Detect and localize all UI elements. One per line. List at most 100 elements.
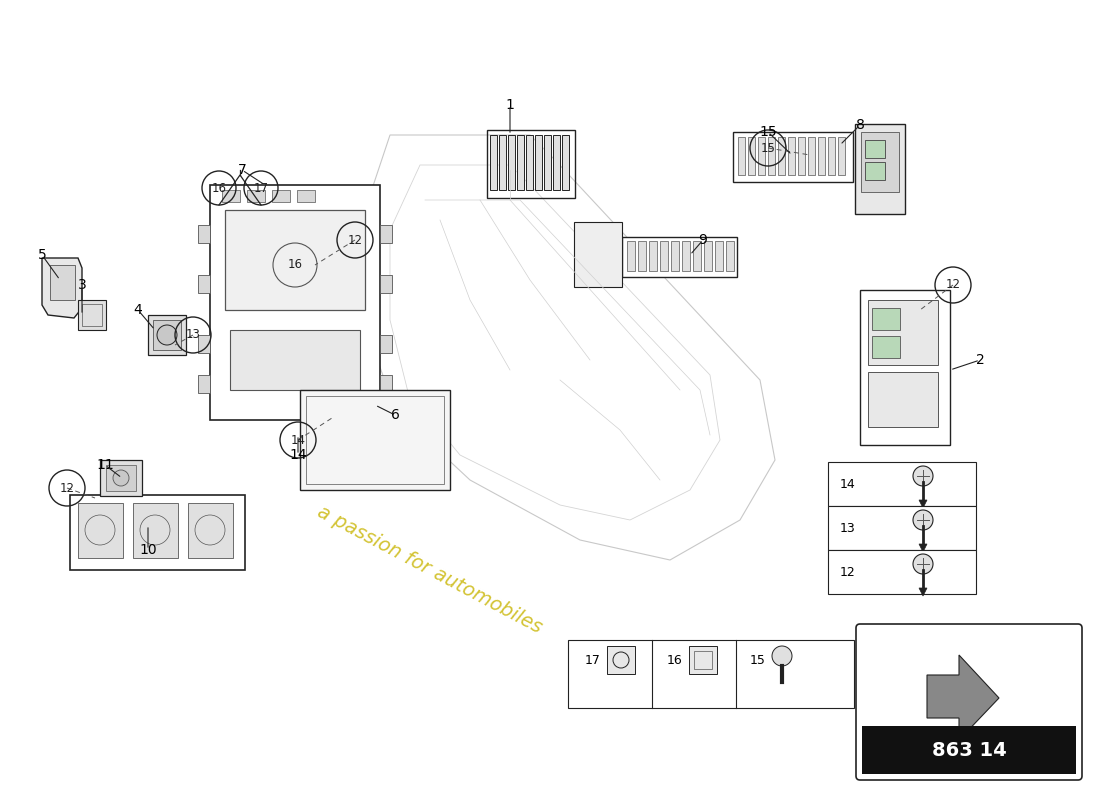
Bar — [230, 330, 360, 390]
Bar — [226, 210, 365, 310]
Polygon shape — [927, 655, 999, 740]
Bar — [78, 300, 106, 330]
Bar — [106, 465, 136, 491]
Text: 15: 15 — [760, 142, 775, 154]
Text: 14: 14 — [840, 478, 856, 490]
Bar — [649, 241, 657, 271]
Bar — [210, 185, 380, 420]
Bar — [738, 137, 745, 175]
Bar — [148, 315, 186, 355]
Bar — [379, 375, 392, 393]
Bar — [297, 190, 315, 202]
Text: 14: 14 — [289, 448, 307, 462]
Bar — [748, 137, 755, 175]
Bar — [188, 503, 233, 558]
Bar — [828, 550, 976, 594]
Bar — [694, 651, 712, 669]
Text: 11: 11 — [96, 458, 114, 472]
Bar — [198, 335, 210, 353]
Bar — [855, 124, 905, 214]
Polygon shape — [918, 544, 927, 552]
Bar — [862, 726, 1076, 774]
Bar — [306, 396, 444, 484]
Bar — [198, 375, 210, 393]
Text: 8: 8 — [856, 118, 865, 132]
Bar — [487, 130, 575, 198]
Bar — [607, 646, 635, 674]
Bar — [838, 137, 845, 175]
Bar — [868, 372, 938, 427]
Bar — [300, 390, 450, 490]
Text: 14: 14 — [290, 434, 306, 446]
Text: 12: 12 — [348, 234, 363, 246]
Text: 17: 17 — [585, 654, 601, 666]
Bar — [198, 225, 210, 243]
Text: 12: 12 — [840, 566, 856, 578]
Text: 15: 15 — [759, 125, 777, 139]
Bar — [562, 135, 569, 190]
Bar — [808, 137, 815, 175]
Bar — [798, 137, 805, 175]
Bar — [535, 135, 542, 190]
Text: 4: 4 — [133, 303, 142, 317]
Bar — [82, 304, 102, 326]
Bar — [660, 241, 668, 271]
Bar — [574, 222, 622, 287]
Bar — [499, 135, 506, 190]
Text: 2: 2 — [976, 353, 984, 367]
Bar — [693, 241, 701, 271]
Text: 7: 7 — [238, 163, 246, 177]
Polygon shape — [42, 258, 82, 318]
Bar — [861, 132, 899, 192]
Bar — [153, 320, 182, 350]
Circle shape — [913, 554, 933, 574]
Bar — [248, 190, 265, 202]
Circle shape — [772, 646, 792, 666]
Polygon shape — [918, 500, 927, 508]
Text: 13: 13 — [840, 522, 856, 534]
Bar — [100, 460, 142, 496]
Bar — [671, 241, 679, 271]
Text: 9: 9 — [698, 233, 707, 247]
Bar — [872, 336, 900, 358]
Bar — [768, 137, 776, 175]
Bar — [689, 646, 717, 674]
Circle shape — [913, 510, 933, 530]
Bar — [726, 241, 734, 271]
Bar — [828, 462, 976, 506]
Bar — [638, 241, 646, 271]
Text: 12: 12 — [59, 482, 75, 494]
Bar — [828, 137, 835, 175]
Text: 12: 12 — [946, 278, 960, 291]
Bar — [627, 241, 635, 271]
Bar — [872, 308, 900, 330]
Bar — [198, 275, 210, 293]
Text: 16: 16 — [667, 654, 683, 666]
Bar — [78, 503, 123, 558]
Text: 3: 3 — [78, 278, 87, 292]
Text: 863 14: 863 14 — [932, 741, 1006, 759]
Polygon shape — [918, 588, 927, 596]
Text: 13: 13 — [186, 329, 200, 342]
Bar — [788, 137, 795, 175]
Bar — [758, 137, 764, 175]
Text: 1: 1 — [506, 98, 515, 112]
FancyBboxPatch shape — [856, 624, 1082, 780]
Bar — [682, 241, 690, 271]
Bar — [860, 290, 950, 445]
Text: 10: 10 — [140, 543, 157, 557]
Bar — [868, 300, 938, 365]
Bar — [70, 495, 245, 570]
Bar — [50, 265, 75, 300]
Bar — [222, 190, 240, 202]
Bar — [379, 225, 392, 243]
Bar — [379, 275, 392, 293]
Bar — [553, 135, 560, 190]
Bar — [621, 237, 737, 277]
Bar — [508, 135, 515, 190]
Circle shape — [157, 325, 177, 345]
Bar — [544, 135, 551, 190]
Text: 5: 5 — [37, 248, 46, 262]
Bar — [568, 640, 854, 708]
Text: 17: 17 — [253, 182, 268, 194]
